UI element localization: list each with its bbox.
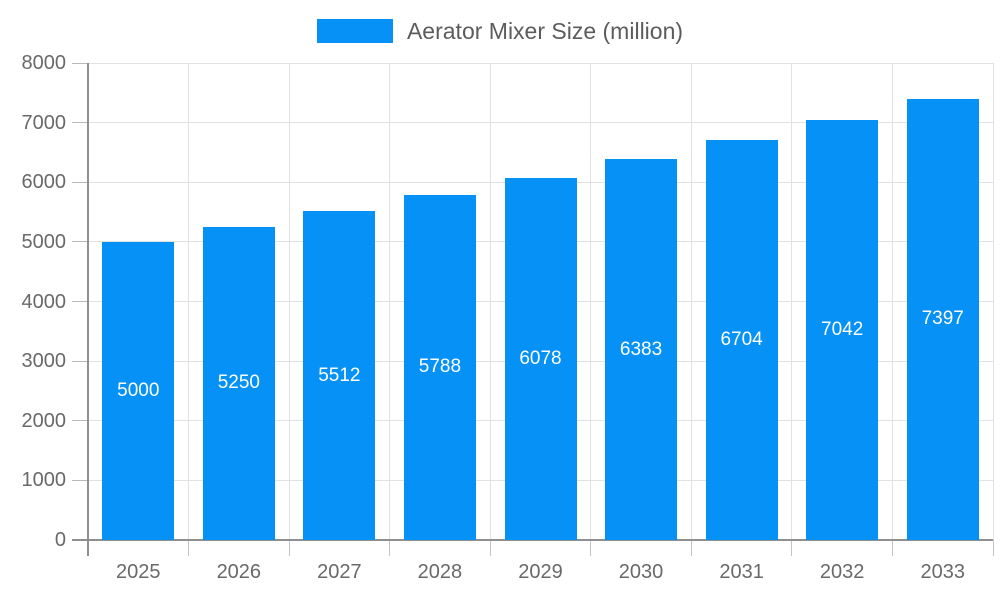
v-gridline (489, 63, 491, 540)
x-axis-tick (992, 540, 994, 556)
y-axis-tick (72, 479, 88, 481)
v-gridline (288, 63, 290, 540)
bar[interactable]: 7397 (906, 98, 979, 540)
v-gridline (590, 63, 592, 540)
x-axis-label: 2032 (819, 561, 865, 583)
legend-item[interactable]: Aerator Mixer Size (million) (0, 14, 1000, 48)
bar-value-label: 7397 (921, 308, 964, 330)
bar-value-label: 6383 (619, 338, 663, 360)
x-axis-label: 2029 (518, 561, 563, 583)
v-gridline (992, 63, 994, 540)
y-axis-tick (72, 62, 88, 64)
legend-swatch (316, 19, 393, 43)
bar[interactable]: 6704 (705, 140, 778, 540)
legend-label: Aerator Mixer Size (million) (406, 17, 684, 44)
v-gridline (389, 63, 391, 540)
y-axis-tick (72, 360, 88, 362)
x-axis-tick (87, 540, 89, 556)
x-axis-label: 2025 (116, 561, 161, 583)
bar[interactable]: 6383 (605, 159, 678, 540)
bar-value-label: 5512 (318, 364, 361, 386)
bar-value-label: 5000 (117, 379, 160, 401)
bar[interactable]: 5250 (202, 226, 275, 540)
x-axis-tick (791, 540, 793, 556)
v-gridline (690, 63, 692, 540)
bar[interactable]: 7042 (806, 120, 879, 540)
x-axis-label: 2031 (719, 561, 764, 583)
bar[interactable]: 5512 (303, 211, 376, 540)
x-axis-tick (891, 540, 893, 556)
x-axis-label: 2033 (920, 561, 965, 583)
bar-value-label: 6078 (519, 347, 562, 369)
h-gridline (88, 62, 993, 64)
y-axis-tick (72, 241, 88, 243)
y-axis-label: 1000 (21, 469, 67, 492)
x-axis-label: 2028 (417, 561, 463, 583)
y-axis-line (87, 63, 89, 540)
x-axis-tick (288, 540, 290, 556)
y-axis-label: 0 (54, 529, 66, 551)
y-axis-label: 7000 (21, 111, 67, 134)
bar[interactable]: 5000 (102, 241, 175, 540)
bar-value-label: 6704 (720, 329, 763, 351)
v-gridline (791, 63, 793, 540)
y-axis-tick (72, 122, 88, 124)
y-axis-label: 3000 (21, 350, 67, 373)
y-axis-label: 2000 (21, 409, 67, 432)
y-axis-label: 6000 (21, 171, 67, 194)
h-gridline (88, 122, 993, 124)
x-axis-tick (690, 540, 692, 556)
bar[interactable]: 6078 (504, 177, 577, 540)
bar-value-label: 7042 (821, 319, 864, 341)
y-axis-tick (72, 301, 88, 302)
y-axis-tick (72, 181, 88, 183)
x-axis-tick (489, 540, 491, 556)
x-axis-label: 2026 (216, 561, 262, 583)
y-axis-label: 4000 (21, 290, 67, 313)
bar-value-label: 5250 (217, 372, 260, 394)
x-axis-tick (188, 540, 190, 556)
y-axis-label: 5000 (21, 230, 67, 253)
x-axis-label: 2030 (618, 561, 664, 583)
x-axis-line (72, 539, 993, 541)
x-axis-tick (389, 540, 391, 556)
x-axis-tick (590, 540, 592, 556)
y-axis-tick (72, 420, 88, 422)
v-gridline (891, 63, 893, 540)
bar[interactable]: 5788 (403, 194, 476, 540)
v-gridline (188, 63, 190, 540)
y-axis-label: 8000 (21, 52, 67, 74)
x-axis-label: 2027 (317, 561, 362, 583)
bar-value-label: 5788 (418, 356, 462, 378)
